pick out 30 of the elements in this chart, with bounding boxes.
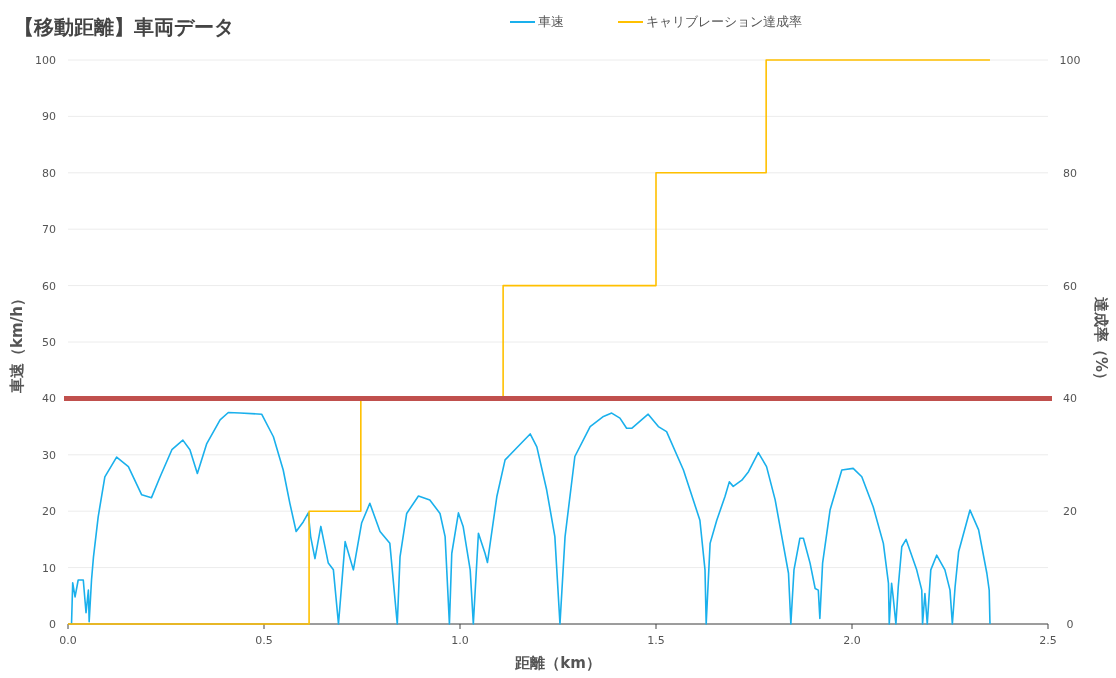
x-tick-label: 0.0 [59,634,77,647]
y-tick-label: 0 [49,618,56,631]
y-tick-label: 70 [42,223,56,237]
y2-tick-label: 80 [1063,166,1077,180]
x-tick-label: 2.5 [1039,634,1057,647]
legend-label: キャリブレーション達成率 [646,14,802,29]
x-tick-label: 1.5 [647,634,665,647]
x-tick-label: 1.0 [451,634,469,647]
x-axis-title: 距離（km） [514,654,601,672]
y2-tick-label: 20 [1063,505,1077,519]
chart-title: 【移動距離】車両データ [14,15,234,39]
x-tick-label: 2.0 [843,634,861,647]
y-tick-label: 10 [42,561,56,575]
y-tick-label: 60 [42,279,56,293]
line-series [70,411,991,625]
y-tick-label: 90 [42,110,56,124]
y2-tick-label: 0 [1066,618,1074,631]
y-tick-label: 40 [42,392,56,406]
x-tick-label: 0.5 [255,634,273,647]
y2-tick-label: 60 [1063,279,1077,293]
legend-label: 車速 [538,14,564,29]
y2-tick-label: 40 [1063,392,1077,406]
y2-tick-label: 100 [1059,54,1081,67]
y-axis-title: 車速（km/h） [8,291,26,394]
y-tick-label: 100 [35,54,56,67]
y-tick-label: 20 [42,505,56,519]
y-tick-label: 30 [42,448,56,462]
y-tick-label: 50 [42,336,56,349]
y2-axis-title: 達成率（%） [1092,295,1110,388]
y-tick-label: 80 [42,166,56,180]
